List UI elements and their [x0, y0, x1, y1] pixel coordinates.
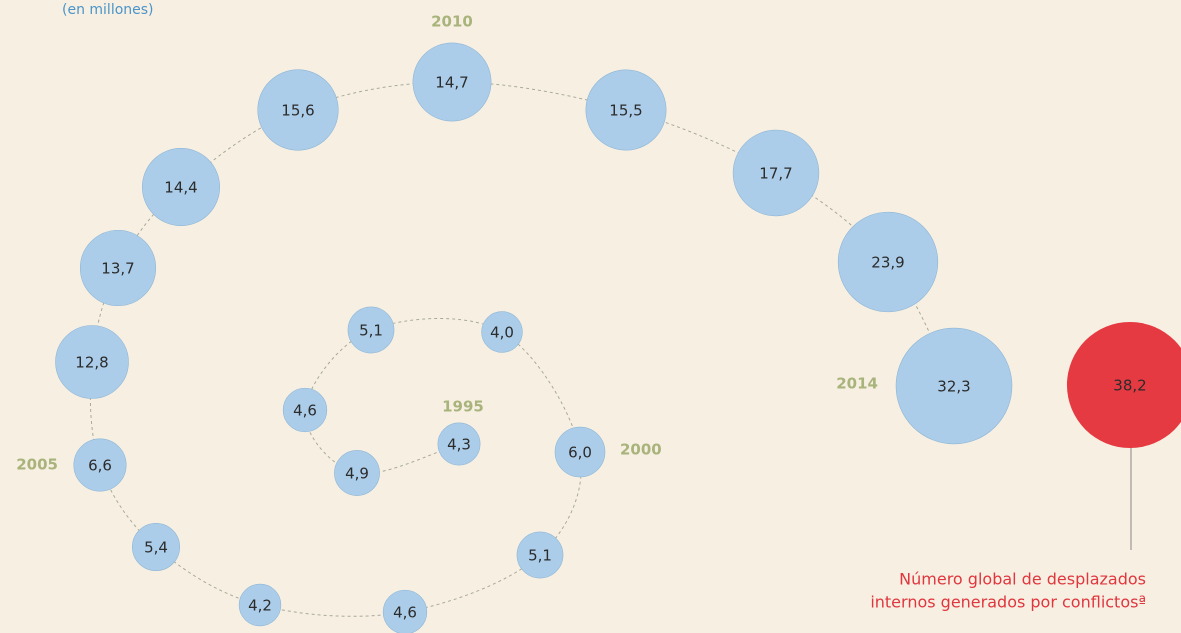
value-label: 14,7	[435, 74, 468, 92]
value-label: 5,1	[359, 322, 383, 340]
value-label: 6,6	[88, 457, 112, 475]
year-label: 2000	[620, 441, 662, 459]
bubble	[347, 306, 395, 354]
value-label: 15,6	[281, 102, 314, 120]
value-label: 5,4	[144, 539, 168, 557]
bubble	[585, 69, 667, 151]
bubble	[238, 583, 282, 627]
value-label: 38,2	[1113, 377, 1146, 395]
year-label: 2005	[16, 456, 58, 474]
bubble	[1066, 321, 1181, 449]
value-label: 4,3	[447, 436, 471, 454]
year-label: 1995	[442, 398, 484, 416]
bubble	[334, 450, 380, 496]
value-label: 6,0	[568, 444, 592, 462]
value-label: 4,9	[345, 465, 369, 483]
bubble	[79, 229, 157, 307]
bubble	[282, 387, 328, 433]
value-label: 12,8	[75, 354, 108, 372]
value-label: 4,0	[490, 324, 514, 342]
bubble	[732, 129, 820, 217]
bubble	[516, 531, 564, 579]
bubble	[895, 327, 1013, 445]
bubble	[55, 325, 129, 399]
bubble	[131, 522, 181, 572]
annotation: Número global de desplazados	[899, 570, 1146, 589]
bubble	[837, 211, 939, 313]
value-label: 4,2	[248, 597, 272, 615]
bubble	[554, 426, 606, 478]
value-label: 23,9	[871, 254, 904, 272]
value-label: 32,3	[937, 378, 970, 396]
value-label: 5,1	[528, 547, 552, 565]
value-label: 13,7	[101, 260, 134, 278]
bubble	[437, 422, 481, 466]
year-label: 2014	[836, 375, 878, 393]
bubble	[412, 42, 492, 122]
year-label: 2010	[431, 13, 473, 31]
value-label: 4,6	[393, 604, 417, 622]
value-label: 17,7	[759, 165, 792, 183]
bubble	[73, 438, 127, 492]
value-label: 4,6	[293, 402, 317, 420]
bubble	[382, 589, 428, 633]
value-label: 14,4	[164, 179, 197, 197]
annotation: internos generados por conflictosª	[870, 593, 1146, 612]
bubble	[257, 69, 339, 151]
chart-subtitle: (en millones)	[62, 2, 154, 18]
bubble	[481, 311, 523, 353]
bubble	[141, 147, 221, 227]
value-label: 15,5	[609, 102, 642, 120]
spiral-connector	[89, 81, 955, 617]
